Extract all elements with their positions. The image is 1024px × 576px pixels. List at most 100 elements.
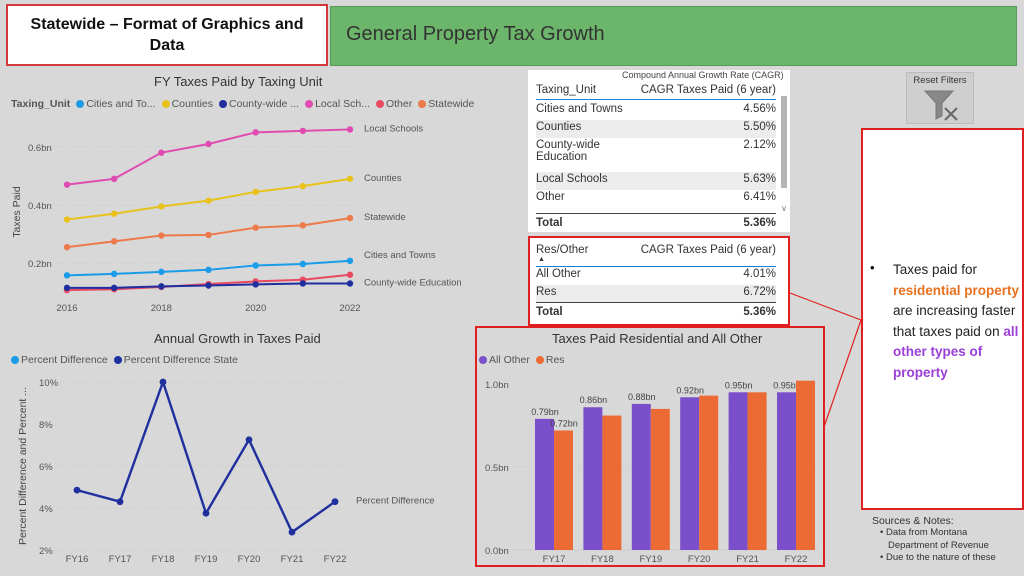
legend-item[interactable]: Counties bbox=[171, 98, 214, 110]
data-point bbox=[63, 181, 71, 188]
bar bbox=[583, 407, 603, 550]
table-row[interactable]: Local Schools 5.63% bbox=[536, 172, 776, 190]
callout-highlight-other: all other types of property bbox=[893, 323, 1019, 380]
data-point bbox=[205, 282, 212, 289]
row-value: 6.72% bbox=[743, 286, 776, 298]
connector-line-bar bbox=[823, 319, 862, 428]
legend-item[interactable]: Local Sch... bbox=[315, 98, 370, 110]
line-chart-plot: 0.2bn 0.4bn 0.6bn Taxes Paid 2016 2018 2020 202… bbox=[11, 123, 462, 314]
sources-notes: Sources & Notes: • Data from Montana Dep… bbox=[872, 515, 996, 565]
data-point bbox=[252, 129, 259, 136]
res-total-value: 5.36% bbox=[743, 305, 776, 318]
legend-item[interactable]: Percent Difference bbox=[21, 354, 108, 366]
legend-item[interactable]: Res bbox=[545, 354, 565, 366]
bar bbox=[680, 397, 700, 550]
data-point bbox=[346, 214, 354, 222]
row-label: All Other bbox=[536, 268, 581, 280]
y-tick-label: 10% bbox=[39, 378, 59, 389]
table-row[interactable]: Counties 5.50% bbox=[536, 120, 776, 138]
data-point bbox=[205, 231, 212, 239]
res-col2[interactable]: CAGR Taxes Paid (6 year) bbox=[640, 244, 776, 256]
legend-item[interactable]: Other bbox=[385, 98, 413, 110]
data-point bbox=[252, 281, 259, 288]
data-point bbox=[158, 283, 165, 290]
legend-item[interactable]: All Other bbox=[489, 354, 530, 366]
legend-item[interactable]: Statewide bbox=[428, 98, 475, 110]
table-row[interactable]: All Other 4.01% bbox=[536, 267, 776, 285]
bar-data-label: 0.86bn bbox=[580, 395, 608, 405]
callout-text-1: Taxes paid for bbox=[893, 262, 978, 277]
y-tick-label: 4% bbox=[39, 504, 53, 515]
data-point bbox=[63, 284, 71, 292]
growth-chart-title: Annual Growth in Taxes Paid bbox=[154, 331, 321, 346]
table-row[interactable]: Res 6.72% bbox=[536, 285, 776, 303]
table-row[interactable]: County-wide Education 2.12% bbox=[536, 138, 776, 172]
bar bbox=[535, 418, 554, 550]
reset-filters-button[interactable]: Reset Filters bbox=[906, 72, 974, 124]
data-point bbox=[299, 127, 307, 135]
data-point bbox=[252, 188, 259, 196]
data-point bbox=[158, 203, 165, 210]
slide-title-text: Statewide – Format of Graphics and Data bbox=[30, 16, 304, 54]
data-point bbox=[202, 509, 210, 517]
legend-item[interactable]: Percent Difference State bbox=[123, 354, 238, 366]
data-point bbox=[110, 175, 118, 183]
legend-item[interactable]: County-wide ... bbox=[229, 98, 300, 110]
header-title: General Property Tax Growth bbox=[346, 23, 605, 45]
x-tick-label: FY19 bbox=[639, 554, 662, 565]
data-point bbox=[205, 140, 212, 148]
legend-marker bbox=[535, 356, 544, 364]
data-point bbox=[252, 224, 259, 231]
notes-title: Sources & Notes: bbox=[872, 515, 954, 527]
cagr-caption: Compound Annual Growth Rate (CAGR) bbox=[622, 70, 784, 80]
x-tick-label: FY21 bbox=[736, 554, 759, 565]
row-label: Local Schools bbox=[536, 173, 608, 185]
x-tick-label: FY19 bbox=[195, 554, 218, 565]
y-tick-label: 0.2bn bbox=[28, 259, 52, 270]
scroll-down-icon[interactable]: ∨ bbox=[781, 204, 787, 213]
row-value: 5.50% bbox=[743, 121, 776, 133]
data-point bbox=[245, 436, 253, 444]
row-value: 5.63% bbox=[743, 173, 776, 185]
bar bbox=[699, 395, 719, 550]
cagr-col2[interactable]: CAGR Taxes Paid (6 year) bbox=[640, 84, 776, 96]
callout-text-2: are increasing faster that taxes paid on bbox=[893, 303, 1016, 339]
legend-item[interactable]: Cities and To... bbox=[86, 98, 156, 110]
y-tick-label: 1.0bn bbox=[485, 380, 509, 391]
x-tick-label: FY18 bbox=[152, 554, 175, 565]
table-row[interactable]: Cities and Towns 4.56% bbox=[536, 102, 776, 120]
growth-chart-legend: Percent Difference Percent Difference Sta… bbox=[11, 354, 238, 366]
x-tick-label: FY22 bbox=[324, 554, 347, 565]
legend-marker bbox=[76, 100, 85, 108]
data-point bbox=[346, 126, 354, 133]
row-value: 2.12% bbox=[743, 139, 776, 151]
cagr-col1[interactable]: Taxing_Unit bbox=[536, 84, 597, 96]
bar-data-label: 0.95bn bbox=[773, 380, 801, 390]
note-item: • Data from Montana bbox=[880, 527, 968, 538]
cagr-table[interactable]: Compound Annual Growth Rate (CAGR) Taxin… bbox=[528, 70, 790, 232]
bar bbox=[747, 392, 767, 550]
sort-up-icon[interactable]: ▲ bbox=[538, 256, 545, 263]
series-end-label: Cities and Towns bbox=[364, 250, 436, 261]
table-row[interactable]: Other 6.41% bbox=[536, 190, 776, 208]
legend-marker bbox=[305, 100, 314, 108]
bar-data-label: 0.95bn bbox=[725, 380, 753, 390]
cagr-total-label: Total bbox=[536, 216, 563, 229]
x-tick-label: FY21 bbox=[281, 554, 304, 565]
row-value: 4.01% bbox=[743, 268, 776, 280]
data-point bbox=[73, 486, 81, 494]
data-point bbox=[116, 498, 124, 506]
data-point bbox=[346, 175, 354, 183]
res-col1[interactable]: Res/Other bbox=[536, 244, 589, 256]
bar bbox=[777, 392, 796, 550]
legend-marker bbox=[375, 100, 384, 108]
connector-line-table bbox=[789, 292, 862, 321]
data-point bbox=[110, 284, 118, 292]
note-item: • Due to the nature of these bbox=[880, 552, 996, 563]
cagr-scrollbar[interactable] bbox=[781, 96, 787, 188]
res-table[interactable]: Res/Other CAGR Taxes Paid (6 year) ▲ All… bbox=[528, 236, 790, 326]
y-tick-label: 0.5bn bbox=[485, 463, 509, 474]
data-point bbox=[299, 280, 307, 287]
